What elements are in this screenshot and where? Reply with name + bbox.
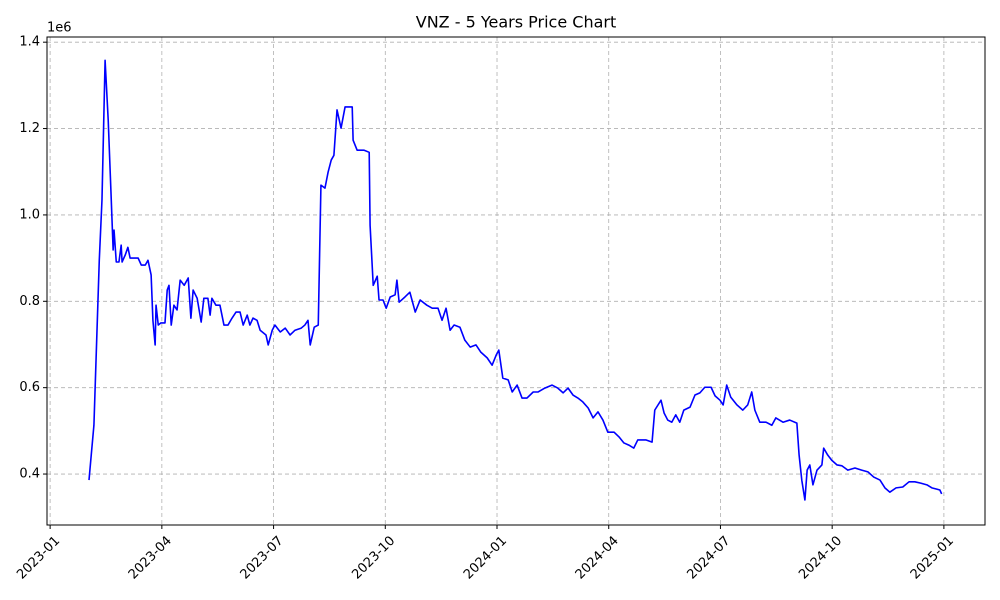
x-tick-label: 2023-01 <box>14 533 63 582</box>
y-tick-label: 1.4 <box>19 35 40 50</box>
plot-frame <box>46 36 986 526</box>
y-tick-label: 0.8 <box>19 294 40 309</box>
price-line <box>88 59 943 501</box>
x-tick-label: 2023-07 <box>238 533 287 582</box>
y-tick-label: 0.4 <box>19 467 40 482</box>
x-tick-label: 2023-04 <box>126 533 175 582</box>
y-tick-label: 1.0 <box>19 207 40 222</box>
chart-title: VNZ - 5 Years Price Chart <box>416 13 616 32</box>
x-tick-label: 2023-10 <box>349 533 398 582</box>
x-tick-label: 2024-07 <box>684 533 733 582</box>
y-offset-label: 1e6 <box>47 21 72 36</box>
x-tick-label: 2024-10 <box>796 533 845 582</box>
x-tick-label: 2024-04 <box>573 533 622 582</box>
y-tick-label: 0.6 <box>19 380 40 395</box>
y-tick-label: 1.2 <box>19 121 40 136</box>
x-tick-label: 2024-01 <box>461 533 510 582</box>
x-tick-label: 2025-01 <box>908 533 957 582</box>
